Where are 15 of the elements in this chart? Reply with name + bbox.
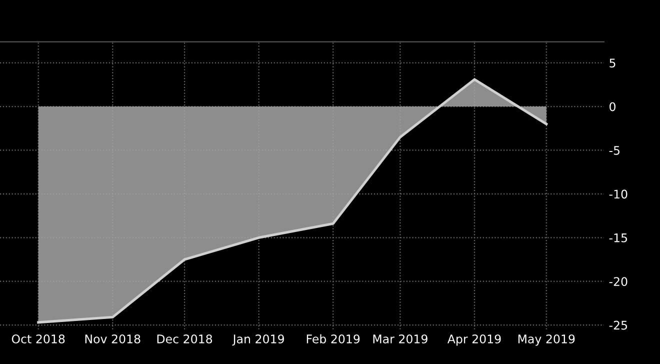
y-tick-label: 0 (610, 102, 616, 112)
x-tick-label: Feb 2019 (306, 334, 360, 344)
y-tick-label: -25 (609, 320, 628, 330)
y-tick-label: 5 (610, 58, 616, 68)
x-tick-label: Jan 2019 (232, 334, 284, 346)
x-tick-label: May 2019 (518, 334, 575, 346)
x-tick-label: Mar 2019 (373, 334, 428, 344)
x-tick-label: Nov 2018 (85, 334, 140, 344)
y-tick-label: -5 (609, 146, 620, 155)
x-tick-label: Oct 2018 (12, 334, 65, 344)
y-tick-label: -10 (609, 190, 628, 199)
y-tick-label: -20 (609, 277, 628, 286)
y-tick-label: -15 (609, 234, 628, 242)
x-tick-label: Dec 2018 (157, 334, 212, 344)
x-tick-label: Apr 2019 (447, 334, 501, 346)
